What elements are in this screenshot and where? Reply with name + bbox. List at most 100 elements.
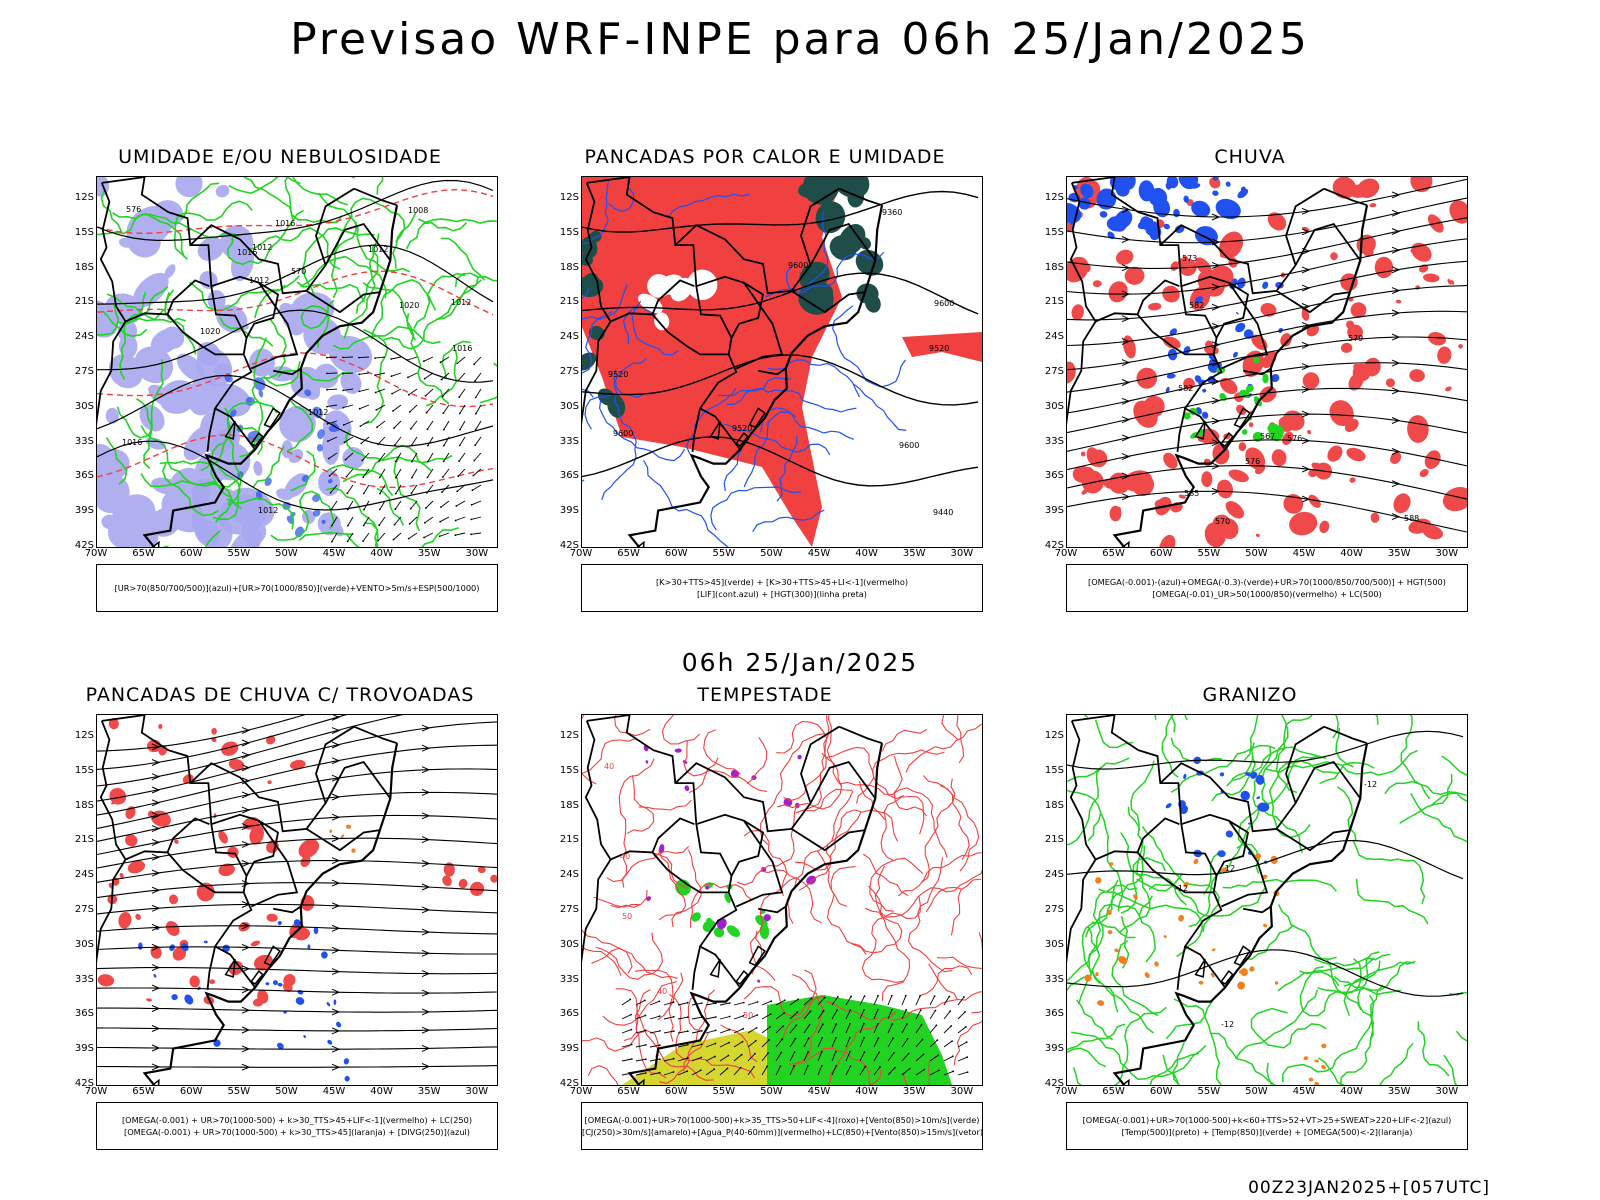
border-line (324, 222, 392, 266)
lat-tick-label: 18S (74, 799, 94, 811)
panel-legend: [OMEGA(-0.001)-(azul)+OMEGA(-0.3)-(verde… (1066, 564, 1468, 612)
contour-label: 12 (1225, 864, 1235, 873)
forecast-map: -12 -12 12 -12 (1066, 714, 1468, 1086)
border-line (1294, 222, 1362, 266)
lon-tick-label: 30W (950, 1086, 974, 1097)
contour-label: 9360 (882, 208, 902, 217)
lagoon-outline (1233, 407, 1251, 429)
contour-label: 1012 (451, 298, 471, 307)
border-line (1323, 187, 1368, 207)
east-coastline (627, 742, 884, 1085)
border-line (97, 859, 127, 963)
border-line (97, 321, 127, 425)
thunder-red-east (442, 862, 497, 897)
lat-tick-label: 12S (74, 192, 94, 203)
lat-tick-label: 30S (559, 938, 579, 950)
lon-tick-label: 60W (664, 1086, 688, 1097)
border-line (651, 851, 729, 894)
border-line (809, 222, 877, 266)
border-line (1176, 946, 1186, 990)
lon-tick-label: 60W (179, 548, 203, 559)
contour-label: 50 (622, 912, 632, 921)
lat-tick-label: 12S (1044, 730, 1064, 741)
thickness-contours (97, 188, 494, 488)
contour-label: 1008 (408, 206, 428, 215)
lat-tick-label: 42S (1044, 540, 1064, 551)
lagoon-outline (748, 407, 766, 429)
border-line (353, 725, 398, 745)
lagoon-outline (1220, 969, 1234, 985)
contour-labels: -12 -12 12 -12 (1175, 780, 1377, 1029)
lat-tick-label: 21S (559, 296, 579, 308)
divergence-blue-cells (138, 919, 350, 1082)
contour-label: 1012 (258, 506, 278, 515)
east-coastline (627, 204, 884, 547)
lat-tick-label: 18S (1044, 261, 1064, 273)
lon-tick-label: 30W (465, 1086, 489, 1097)
legend-line: [OMEGA(-0.001) + UR>70(1000-500) + k>30_… (124, 1127, 470, 1137)
border-line (273, 367, 302, 376)
lon-tick-label: 65W (1102, 548, 1125, 559)
contour-label: 582 (1178, 384, 1193, 393)
lon-tick-label: 55W (1197, 1086, 1221, 1097)
pressure-contours (97, 179, 494, 511)
lon-tick-label: 70W (84, 548, 108, 559)
omega500-orange-south (1303, 1043, 1327, 1085)
lat-tick-label: 15S (1044, 764, 1064, 776)
border-line (250, 820, 299, 908)
omega500-orange-cells (1084, 853, 1280, 1006)
border-line (166, 313, 244, 356)
lat-tick-label: 36S (559, 470, 579, 482)
political-boundaries (1067, 715, 1369, 1085)
lon-tick-label: 45W (322, 548, 346, 559)
panel-legend: [K>30+TTS>45](verde) + [K>30+TTS>45+LI<-… (581, 564, 983, 612)
border-line (735, 282, 784, 370)
panel-title: PANCADAS DE CHUVA C/ TROVOADAS (85, 684, 475, 706)
border-line (1181, 813, 1250, 877)
border-line (211, 813, 280, 877)
lon-tick-label: 30W (1435, 1086, 1459, 1097)
lat-tick-label: 30S (559, 400, 579, 412)
political-boundaries (97, 715, 399, 1085)
border-line (101, 715, 256, 989)
border-line (1243, 367, 1272, 376)
lon-tick-label: 35W (417, 1086, 441, 1097)
lat-tick-label: 21S (1044, 296, 1064, 308)
forecast-map: 9600 9600 9600 9520 9520 9440 9360 9600 9520 (581, 176, 983, 548)
border-line (1276, 828, 1351, 852)
lagoon-outline (1194, 958, 1206, 978)
border-line (206, 408, 216, 452)
border-line (758, 905, 787, 914)
panel-title: UMIDADE E/OU NEBULOSIDADE (118, 146, 442, 168)
border-line (1067, 859, 1097, 963)
border-line (1071, 177, 1226, 451)
lat-tick-label: 33S (1044, 435, 1064, 447)
border-line (584, 720, 695, 861)
lat-tick-label: 33S (559, 973, 579, 985)
border-line (696, 275, 765, 339)
east-coastline (1112, 742, 1369, 1085)
lon-tick-label: 55W (227, 548, 251, 559)
lagoon-outline (1233, 945, 1251, 967)
lon-tick-label: 65W (617, 1086, 640, 1097)
lat-tick-label: 36S (559, 1008, 579, 1020)
contour-label: 9520 (929, 344, 949, 353)
border-line (584, 182, 695, 323)
storm-purple-cells (643, 744, 817, 983)
lon-tick-label: 60W (1149, 548, 1173, 559)
legend-line: [K>30+TTS>45](verde) + [K>30+TTS>45+LI<-… (655, 577, 909, 587)
contour-label: 1012 (368, 245, 388, 254)
lon-tick-label: 45W (1292, 1086, 1316, 1097)
lat-tick-label: 18S (559, 261, 579, 273)
contour-label: 585 (1184, 489, 1199, 498)
lon-tick-label: 45W (1292, 548, 1316, 559)
legend-line: [OMEGA(-0.001)+UR>70(1000-500)+k>35_TTS>… (584, 1115, 980, 1125)
contour-labels: 582 588 576 576 573 570 567 585 582 579 (1178, 254, 1419, 526)
border-line (1276, 290, 1351, 314)
forecast-time-label: 06h 25/Jan/2025 (681, 648, 919, 677)
border-line (101, 177, 256, 451)
border-line (99, 720, 210, 861)
temp850-contours (1067, 715, 1467, 1085)
contour-label: 9600 (934, 299, 954, 308)
border-line (1176, 408, 1186, 452)
